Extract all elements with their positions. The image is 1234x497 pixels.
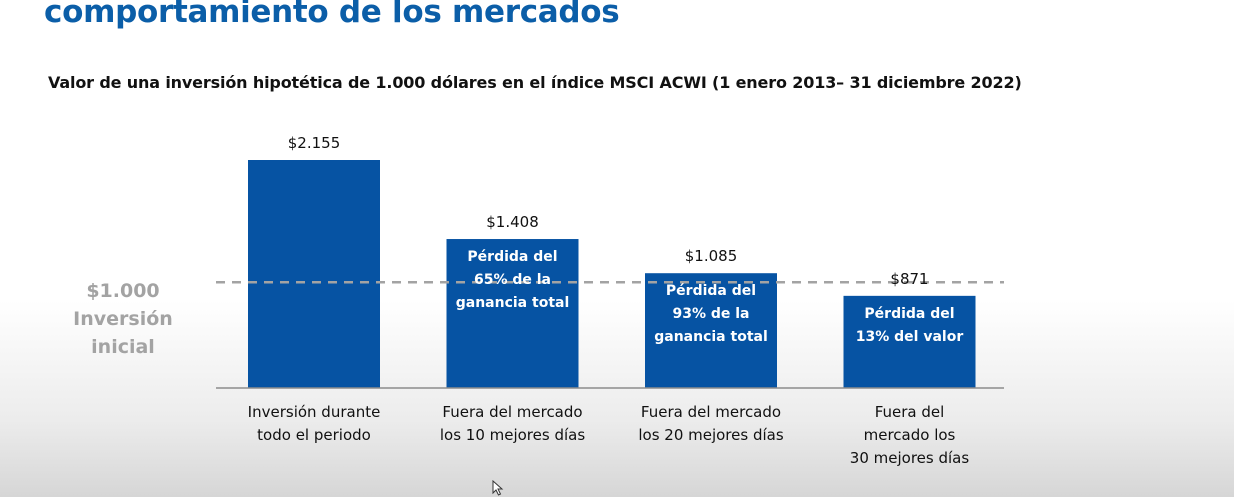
category-label-1-1: Inversión durante xyxy=(248,403,381,421)
slide-heading: comportamiento de los mercados xyxy=(44,0,620,30)
bar-annotation-4-2: 13% del valor xyxy=(856,329,964,345)
chart-title: Valor de una inversión hipotética de 1.0… xyxy=(48,73,1022,92)
bar-annotation-3-1: Pérdida del xyxy=(666,283,756,299)
bar-3 xyxy=(645,273,777,388)
bar-2 xyxy=(446,239,579,388)
reference-label: $1.000 Inversión inicial xyxy=(60,277,186,361)
category-label-4-2: mercado los xyxy=(864,426,956,444)
bar-annotation-3-3: ganancia total xyxy=(654,329,768,345)
bar-annotation-2-2: 65% de la xyxy=(474,272,551,288)
category-label-2-2: los 10 mejores días xyxy=(440,426,585,444)
value-label-1: $2.155 xyxy=(288,134,341,152)
mouse-cursor-icon xyxy=(492,480,504,496)
value-label-3: $1.085 xyxy=(685,247,738,265)
reference-text-line-2: inicial xyxy=(91,336,155,358)
bar-annotation-2-3: ganancia total xyxy=(456,295,570,311)
category-label-1-2: todo el periodo xyxy=(257,426,371,444)
bar-annotation-2-1: Pérdida del xyxy=(467,249,557,265)
category-label-3-2: los 20 mejores días xyxy=(638,426,783,444)
bar-4 xyxy=(843,295,976,388)
value-label-4: $871 xyxy=(890,270,928,288)
category-label-2-1: Fuera del mercado xyxy=(442,403,582,421)
category-label-4-3: 30 mejores días xyxy=(850,449,970,467)
reference-text-line-1: Inversión xyxy=(73,308,173,330)
bar-annotation-3-2: 93% de la xyxy=(672,306,749,322)
reference-value: $1.000 xyxy=(86,280,160,302)
value-label-2: $1.408 xyxy=(486,213,539,231)
bar-annotation-4-1: Pérdida del xyxy=(864,306,954,322)
bar-1 xyxy=(248,160,380,388)
category-label-4-1: Fuera del xyxy=(875,403,945,421)
category-label-3-1: Fuera del mercado xyxy=(641,403,781,421)
